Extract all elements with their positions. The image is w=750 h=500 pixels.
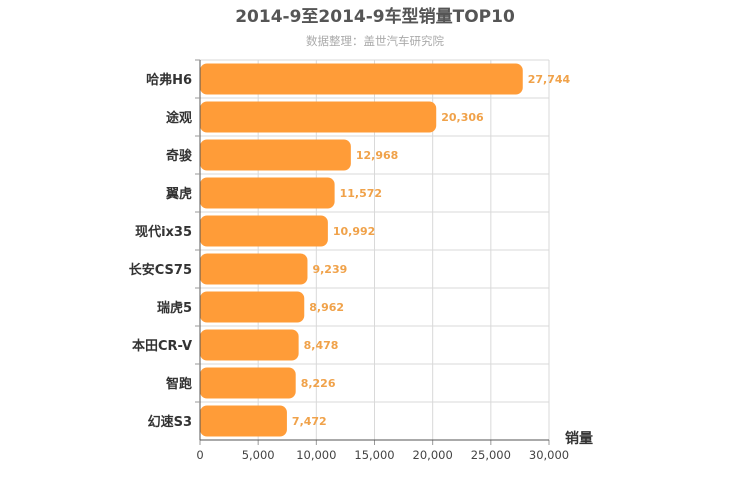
bar bbox=[200, 101, 437, 133]
bar bbox=[200, 215, 328, 247]
category-label: 哈弗H6 bbox=[146, 72, 192, 88]
category-label: 本田CR-V bbox=[132, 338, 192, 354]
category-label: 途观 bbox=[166, 110, 192, 126]
chart-title: 2014-9至2014-9车型销量TOP10 bbox=[235, 6, 515, 27]
category-label: 翼虎 bbox=[165, 186, 192, 202]
category-label: 瑞虎5 bbox=[157, 300, 192, 316]
category-label: 幻速S3 bbox=[148, 414, 192, 430]
x-tick-label: 25,000 bbox=[471, 448, 511, 462]
axes bbox=[195, 59, 550, 445]
chart-subtitle: 数据整理：盖世汽车研究院 bbox=[306, 34, 444, 48]
value-labels: 27,744 20,306 12,968 11,572 10,992 9,239 8,962… bbox=[292, 73, 571, 428]
data-label: 12,968 bbox=[356, 149, 398, 162]
x-tick-label: 30,000 bbox=[529, 448, 569, 462]
data-label: 9,239 bbox=[312, 263, 347, 276]
x-tick-label: 15,000 bbox=[354, 448, 394, 462]
x-tick-labels: 0 5,000 10,000 15,000 20,000 25,000 30,000 bbox=[196, 448, 569, 462]
bar bbox=[200, 367, 296, 399]
category-label: 智跑 bbox=[166, 376, 192, 392]
data-label: 10,992 bbox=[333, 225, 375, 238]
bars bbox=[200, 63, 523, 437]
data-label: 8,226 bbox=[301, 377, 336, 390]
category-label: 现代ix35 bbox=[135, 224, 192, 240]
data-label: 7,472 bbox=[292, 415, 327, 428]
bar bbox=[200, 291, 305, 323]
bar bbox=[200, 63, 523, 95]
bar bbox=[200, 139, 351, 171]
data-label: 27,744 bbox=[528, 73, 571, 86]
data-label: 8,962 bbox=[309, 301, 344, 314]
bar bbox=[200, 329, 299, 361]
data-label: 8,478 bbox=[304, 339, 339, 352]
x-tick-label: 5,000 bbox=[242, 448, 275, 462]
data-label: 11,572 bbox=[340, 187, 382, 200]
bar bbox=[200, 253, 308, 285]
x-tick-label: 20,000 bbox=[413, 448, 453, 462]
bar bbox=[200, 177, 335, 209]
category-label: 长安CS75 bbox=[129, 262, 192, 278]
bar bbox=[200, 405, 287, 437]
x-axis-title: 销量 bbox=[565, 430, 593, 447]
category-label: 奇骏 bbox=[166, 148, 193, 164]
x-tick-label: 10,000 bbox=[296, 448, 336, 462]
x-tick-label: 0 bbox=[196, 448, 203, 462]
data-label: 20,306 bbox=[441, 111, 484, 124]
